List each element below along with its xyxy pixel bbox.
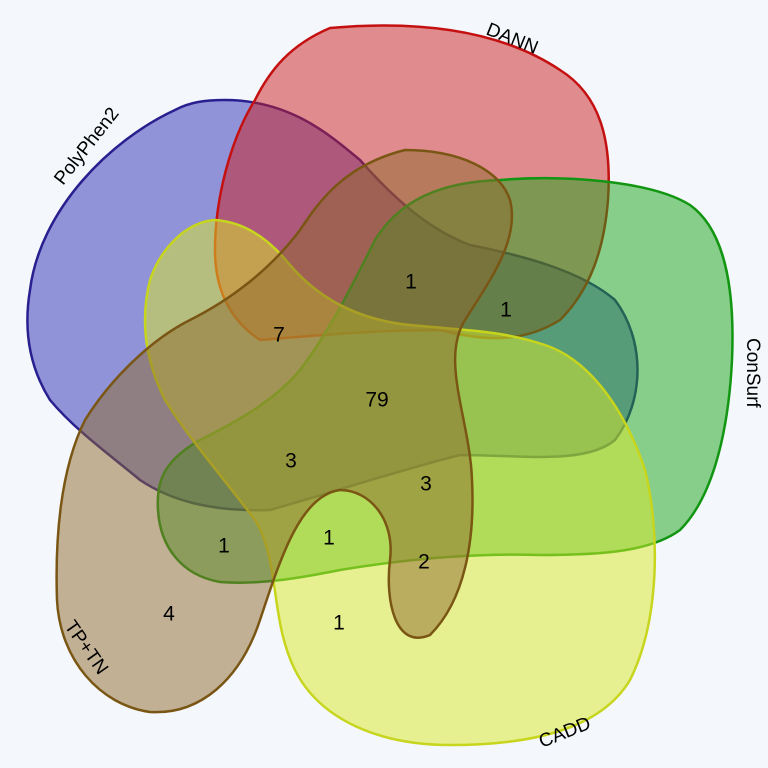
set-tptn-shape	[55, 148, 514, 714]
region-count: 7	[273, 324, 285, 347]
region-count: 3	[420, 473, 432, 496]
region-count: 1	[405, 271, 417, 294]
region-count: 3	[285, 450, 297, 473]
region-count: 4	[163, 603, 175, 626]
region-count: 2	[418, 551, 430, 574]
region-count: 1	[218, 535, 230, 558]
region-count: 1	[500, 299, 512, 322]
region-count: 1	[333, 612, 345, 635]
set-label-consurf: ConSurf	[742, 338, 763, 408]
region-count: 79	[365, 389, 388, 412]
region-count: 1	[323, 527, 335, 550]
